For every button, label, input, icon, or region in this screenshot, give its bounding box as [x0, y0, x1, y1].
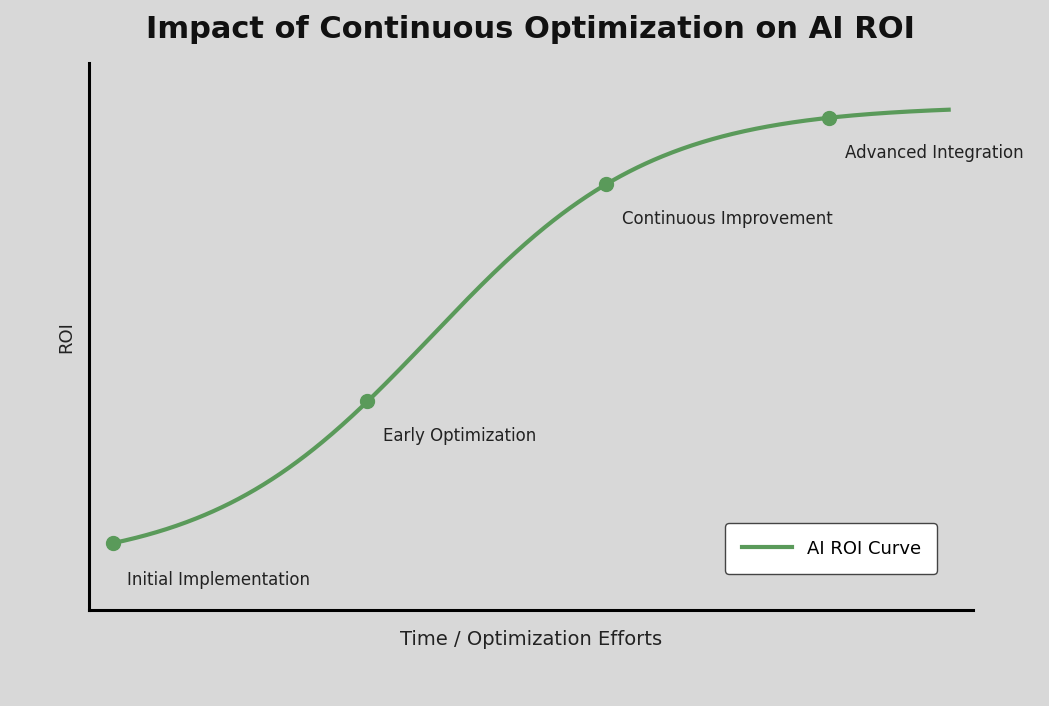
AI ROI Curve — [604, 178, 617, 186]
Text: Advanced Integration: Advanced Integration — [845, 144, 1024, 162]
AI ROI Curve — [559, 208, 572, 216]
Point — [598, 179, 615, 190]
AI ROI Curve — [922, 107, 935, 115]
AI ROI Curve — [504, 253, 516, 262]
AI ROI Curve — [509, 249, 521, 258]
Point — [104, 537, 121, 549]
Point — [821, 112, 838, 124]
Title: Impact of Continuous Optimization on AI ROI: Impact of Continuous Optimization on AI … — [146, 15, 915, 44]
Line: AI ROI Curve: AI ROI Curve — [112, 109, 948, 543]
Text: Early Optimization: Early Optimization — [384, 427, 537, 445]
AI ROI Curve — [106, 539, 119, 547]
AI ROI Curve — [942, 105, 955, 114]
Y-axis label: ROI: ROI — [57, 321, 74, 352]
X-axis label: Time / Optimization Efforts: Time / Optimization Efforts — [400, 630, 662, 649]
AI ROI Curve — [792, 117, 805, 126]
Point — [359, 396, 376, 407]
Text: Initial Implementation: Initial Implementation — [127, 571, 311, 590]
Legend: AI ROI Curve: AI ROI Curve — [726, 523, 937, 574]
Text: Continuous Improvement: Continuous Improvement — [622, 210, 833, 228]
